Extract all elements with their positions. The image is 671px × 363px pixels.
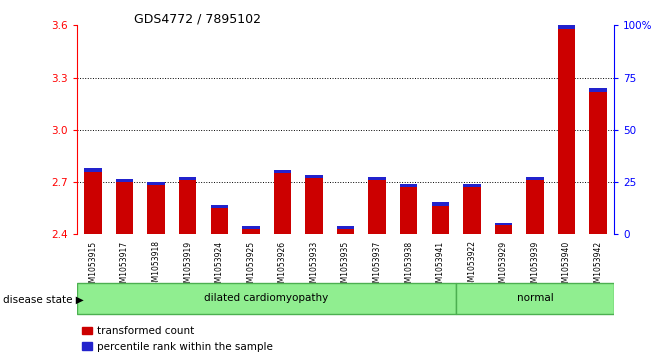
Bar: [116, 179, 134, 182]
Bar: [77, 283, 456, 314]
Bar: [400, 184, 417, 187]
Bar: [211, 208, 228, 234]
Bar: [368, 180, 386, 234]
Text: normal: normal: [517, 293, 554, 303]
Bar: [211, 205, 228, 208]
Bar: [368, 177, 386, 180]
Bar: [590, 91, 607, 234]
Bar: [400, 187, 417, 234]
Bar: [242, 229, 260, 234]
Bar: [148, 182, 165, 185]
Bar: [526, 180, 544, 234]
Bar: [337, 226, 354, 229]
Bar: [463, 184, 480, 187]
Bar: [558, 25, 575, 29]
Text: GDS4772 / 7895102: GDS4772 / 7895102: [134, 13, 261, 26]
Bar: [85, 168, 101, 172]
Bar: [337, 229, 354, 234]
Bar: [590, 88, 607, 91]
Bar: [85, 172, 101, 234]
Legend: transformed count, percentile rank within the sample: transformed count, percentile rank withi…: [83, 326, 273, 352]
Bar: [495, 223, 512, 225]
Text: dilated cardiomyopathy: dilated cardiomyopathy: [205, 293, 329, 303]
Text: disease state ▶: disease state ▶: [3, 294, 84, 305]
Bar: [116, 182, 134, 234]
Bar: [305, 175, 323, 179]
Bar: [431, 203, 449, 206]
Bar: [148, 185, 165, 234]
Bar: [274, 170, 291, 173]
Bar: [456, 283, 614, 314]
Bar: [463, 187, 480, 234]
Bar: [305, 179, 323, 234]
Bar: [242, 226, 260, 229]
Bar: [179, 177, 197, 180]
Bar: [274, 173, 291, 234]
Bar: [558, 29, 575, 234]
Bar: [495, 225, 512, 234]
Bar: [179, 180, 197, 234]
Bar: [431, 206, 449, 234]
Bar: [526, 178, 544, 180]
